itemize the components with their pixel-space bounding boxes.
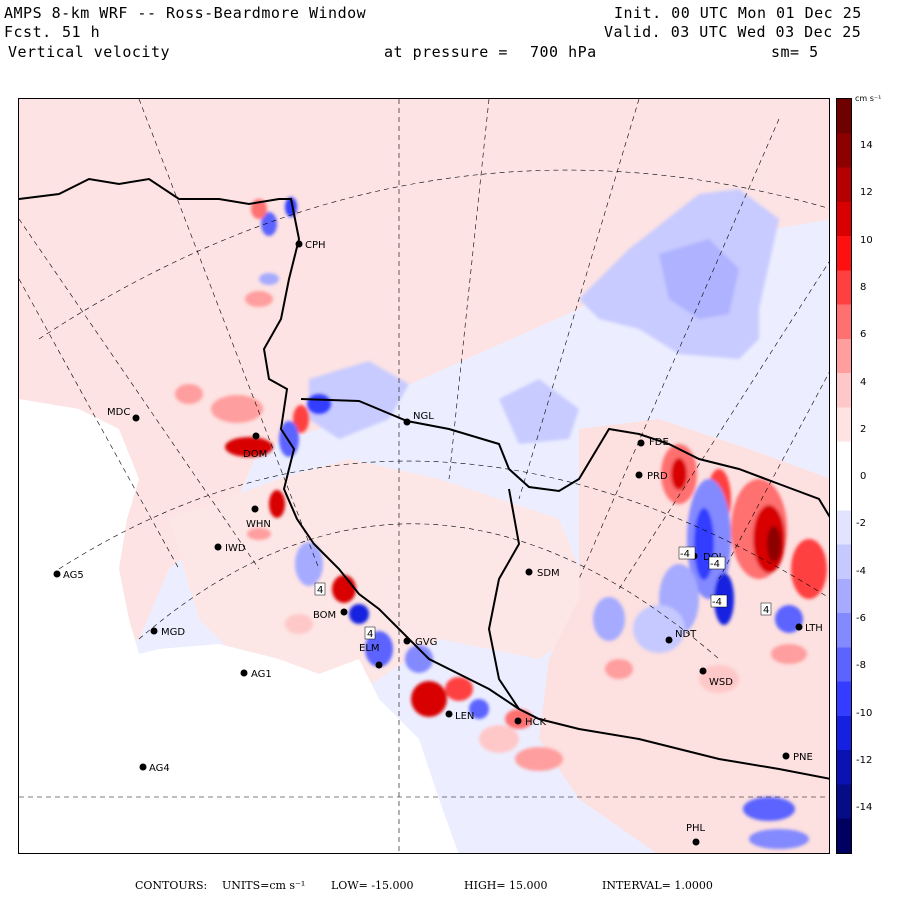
station-phl: PHL — [686, 823, 706, 834]
station-dot-sdm — [525, 568, 533, 576]
station-dot-ag4 — [139, 763, 147, 771]
mountain-waves — [175, 197, 563, 771]
map-panel[interactable]: CPH MDC NGL FDE PRD DOM WHN IWD AG5 SDM … — [18, 98, 830, 854]
station-dot-whn — [251, 505, 259, 513]
colorbar-tick-label: 10 — [860, 234, 873, 246]
station-ag5: AG5 — [63, 570, 84, 581]
station-dot-lth — [795, 623, 803, 631]
station-len: LEN — [455, 711, 474, 722]
vertical-velocity-map: CPH MDC NGL FDE PRD DOM WHN IWD AG5 SDM … — [19, 99, 829, 853]
station-dot-fde — [637, 439, 645, 447]
contour-labels: 4 4 -4 -4 -4 4 — [314, 546, 772, 640]
station-dot-ngl — [403, 418, 411, 426]
colorbar-tick-label: -8 — [856, 660, 866, 672]
station-elm: ELM — [359, 643, 380, 654]
field-name: Vertical velocity — [8, 43, 171, 61]
station-dot-mdc — [132, 414, 140, 422]
footer-interval: INTERVAL= 1.0000 — [602, 879, 713, 892]
colorbar-tick-label: -2 — [856, 518, 866, 530]
station-dot-hck — [514, 717, 522, 725]
colorbar-unit: cm s⁻¹ — [855, 94, 882, 103]
colorbar-tick-label: -14 — [856, 802, 873, 814]
station-hck: HCK — [525, 717, 547, 728]
colorbar-tick-label: -12 — [856, 754, 873, 766]
smoothing: sm= 5 — [771, 43, 819, 61]
station-ag4: AG4 — [149, 763, 170, 774]
station-dot-iwd — [214, 543, 222, 551]
colorbar-tick-label: 2 — [860, 423, 867, 435]
colorbar-tick-label: 8 — [860, 281, 867, 293]
contour-label: 4 — [317, 585, 323, 596]
station-dot-prd — [635, 471, 643, 479]
colorbar-tick-label: 6 — [860, 329, 867, 341]
pressure-value: 700 hPa — [530, 43, 597, 61]
valid-time: Valid. 03 UTC Wed 03 Dec 25 — [604, 23, 862, 41]
stations: CPH MDC NGL FDE PRD DOM WHN IWD AG5 SDM … — [53, 240, 823, 846]
station-dot-len — [445, 710, 453, 718]
init-time: Init. 00 UTC Mon 01 Dec 25 — [614, 4, 862, 22]
coastline — [19, 177, 829, 780]
colorbar-tick-label: -6 — [856, 613, 866, 624]
colorbar-tick-label: -10 — [856, 707, 873, 719]
station-dom: DOM — [243, 449, 267, 460]
contour-label: 4 — [763, 605, 769, 616]
footer-low: LOW= -15.000 — [331, 879, 414, 892]
no-data-area-south — [19, 644, 459, 853]
colorbar-tick-label: 4 — [860, 376, 867, 388]
station-dot-mgd — [150, 627, 158, 635]
footer-units: UNITS=cm s⁻¹ — [222, 879, 306, 892]
station-prd: PRD — [647, 471, 668, 482]
station-lth: LTH — [805, 623, 823, 634]
station-pne: PNE — [793, 752, 813, 763]
station-dot-pne — [782, 752, 790, 760]
station-gvg: GVG — [415, 637, 437, 648]
colorbar-tick-label: 0 — [860, 471, 867, 483]
colorbar-tick-label: 14 — [860, 140, 873, 151]
pressure-label: at pressure = — [384, 43, 508, 61]
station-dot-dom — [252, 432, 260, 440]
negative-region-center — [499, 379, 579, 444]
station-bom: BOM — [313, 610, 336, 621]
contour-label: -4 — [712, 597, 722, 608]
colorbar — [836, 98, 852, 854]
station-fde: FDE — [649, 437, 669, 448]
station-dot-ag1 — [240, 669, 248, 677]
model-title: AMPS 8-km WRF -- Ross-Beardmore Window — [4, 4, 367, 22]
station-dot-bom — [340, 608, 348, 616]
contour-label: -4 — [680, 549, 690, 560]
footer-contours: CONTOURS: — [135, 879, 208, 892]
station-dot-elm — [375, 661, 383, 669]
graticule — [19, 99, 829, 853]
station-mdc: MDC — [107, 407, 130, 418]
station-dot-gvg — [403, 637, 411, 645]
station-dot-wsd — [699, 667, 707, 675]
station-dot-ag5 — [53, 570, 61, 578]
station-dot-cph — [295, 240, 303, 248]
station-iwd: IWD — [225, 543, 246, 554]
station-whn: WHN — [246, 519, 271, 530]
colorbar-tick-label: -4 — [856, 565, 866, 577]
contour-label: 4 — [367, 629, 373, 640]
station-dot-phl — [692, 838, 700, 846]
forecast-hour: 51 h — [62, 23, 101, 41]
station-sdm: SDM — [537, 568, 560, 579]
station-dot-ndt — [665, 636, 673, 644]
station-cph: CPH — [305, 240, 326, 251]
station-ndt: NDT — [675, 629, 697, 640]
station-mgd: MGD — [161, 627, 185, 638]
forecast-label: Fcst. — [4, 23, 52, 41]
station-ag1: AG1 — [251, 669, 272, 680]
no-data-area — [19, 399, 139, 659]
station-wsd: WSD — [709, 677, 733, 688]
station-ngl: NGL — [413, 411, 434, 422]
footer-high: HIGH= 15.000 — [464, 879, 548, 892]
negative-core-ne — [659, 239, 739, 319]
contour-label: -4 — [710, 559, 720, 570]
colorbar-tick-label: 12 — [860, 187, 873, 199]
